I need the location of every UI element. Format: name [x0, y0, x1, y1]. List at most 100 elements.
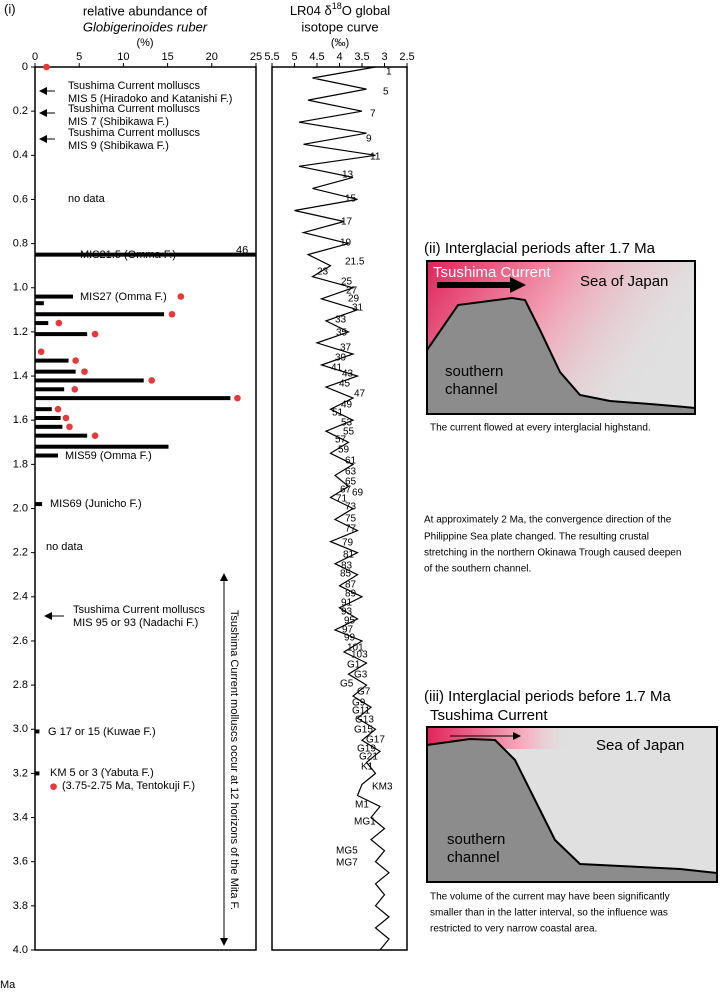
stage-label: 65 [345, 477, 357, 488]
sea-label: Sea of Japan [596, 737, 684, 754]
y-tick-label: 2.6 [13, 635, 28, 647]
title-part: 18 [332, 1, 342, 11]
y-tick-label: 3.2 [13, 767, 28, 779]
bar [35, 453, 58, 458]
stage-label: 53 [341, 418, 353, 429]
stage-label: 69 [352, 488, 364, 499]
stage-label: 55 [343, 427, 355, 438]
stage-label: M1 [355, 800, 369, 811]
y-tick-label: 0.4 [13, 149, 28, 161]
y-axis-label: Ma [0, 979, 16, 991]
bar [35, 396, 231, 401]
bar [35, 771, 40, 776]
channel-label: southern [445, 363, 503, 380]
panel-label: (i) [4, 1, 16, 16]
title-part: O global [342, 3, 391, 18]
y-tick-label: 2.4 [13, 591, 28, 603]
stage-label: MG5 [336, 846, 358, 857]
annotation: Tsushima Current molluscs [68, 103, 201, 115]
x-tick-label: 20 [206, 51, 218, 63]
stage-label: 23 [317, 267, 329, 278]
x-tick-label: 0 [32, 51, 38, 63]
stage-label: 29 [348, 294, 360, 305]
y-tick-label: 3.6 [13, 856, 28, 868]
bar [35, 387, 65, 392]
bar [35, 424, 63, 429]
y-tick-label: 2.2 [13, 547, 28, 559]
abundance-point [72, 357, 79, 364]
annotation: no data [68, 193, 106, 205]
sea-label: Sea of Japan [580, 273, 668, 290]
caption: smaller than in the latter interval, so … [430, 908, 668, 919]
stage-label: 99 [344, 633, 356, 644]
bar [35, 369, 76, 374]
stage-label: 57 [335, 435, 347, 446]
stage-label: 59 [338, 445, 350, 456]
stage-label: 103 [351, 650, 368, 661]
abundance-point [66, 423, 73, 431]
stage-label: 13 [342, 170, 354, 181]
abundance-point [81, 368, 88, 375]
annotation: G 17 or 15 (Kuwae F.) [48, 726, 156, 738]
stage-label: 17 [341, 217, 353, 228]
bar [35, 502, 43, 507]
abundance-point [43, 63, 50, 71]
stage-label: 5 [383, 87, 389, 98]
x-tick-label: 3 [381, 51, 387, 63]
stage-label: 67 [340, 485, 352, 496]
diagram-title: (ii) Interglacial periods after 1.7 Ma [424, 240, 656, 257]
stage-label: 101 [347, 643, 364, 654]
stage-label: 63 [345, 467, 357, 478]
x-tick-label: 10 [117, 51, 129, 63]
x-tick-label: 15 [161, 51, 173, 63]
annotation: MIS 5 (Hiradoko and Katanishi F.) [68, 93, 232, 105]
stage-label: 35 [336, 328, 348, 339]
arrow-head [510, 277, 526, 293]
x-tick-label: 5.5 [264, 51, 279, 63]
bar [35, 252, 256, 257]
annotation: MIS 95 or 93 (Nadachi F.) [73, 617, 198, 629]
abundance-point [148, 377, 155, 384]
stage-label: 1 [386, 67, 392, 78]
stage-label: 31 [352, 303, 364, 314]
stage-label: 81 [343, 550, 355, 561]
bar [35, 729, 40, 734]
note: of the southern channel. [424, 564, 531, 575]
stage-label: G7 [357, 687, 371, 698]
annotation: KM 5 or 3 (Yabuta F.) [50, 767, 154, 779]
channel-label: channel [447, 849, 500, 866]
stage-label: 43 [342, 369, 354, 380]
current-label: Tsushima Current [430, 707, 548, 724]
y-tick-label: 3.4 [13, 811, 28, 823]
stage-label: 27 [346, 286, 358, 297]
abundance-point [54, 405, 62, 413]
y-tick-label: 0.6 [13, 193, 28, 205]
annotation: (3.75-2.75 Ma, Tentokuji F.) [62, 780, 195, 792]
abundance-point [50, 783, 57, 790]
stage-label: 97 [342, 625, 354, 636]
stage-label: 41 [331, 363, 343, 374]
stage-label: 93 [341, 607, 353, 618]
annotation: no data [46, 541, 84, 553]
stage-label: KM3 [372, 782, 393, 793]
stage-label: G13 [355, 715, 374, 726]
abundance-point [71, 385, 79, 393]
stage-label: K1 [361, 762, 374, 773]
stage-label: 89 [345, 589, 357, 600]
diagram: (iii) Interglacial periods before 1.7 Ma… [424, 688, 718, 935]
title-part: LR04 δ [290, 3, 332, 18]
channel-label: channel [445, 381, 498, 398]
x-axis-unit: (‰) [331, 37, 349, 49]
stage-label: 19 [340, 238, 352, 249]
chart-title: isotope curve [301, 19, 378, 34]
abundance-point [55, 319, 63, 327]
y-tick-label: 3.0 [13, 723, 28, 735]
abundance-point [91, 432, 99, 439]
y-tick-label: 1.8 [13, 458, 28, 470]
x-tick-label: 4 [336, 51, 342, 63]
note: Philippine Sea plate changed. The result… [424, 532, 649, 543]
chart-title: relative abundance of [83, 3, 208, 18]
frame [426, 726, 718, 883]
bar [35, 312, 165, 317]
stage-label: MG1 [354, 817, 376, 828]
